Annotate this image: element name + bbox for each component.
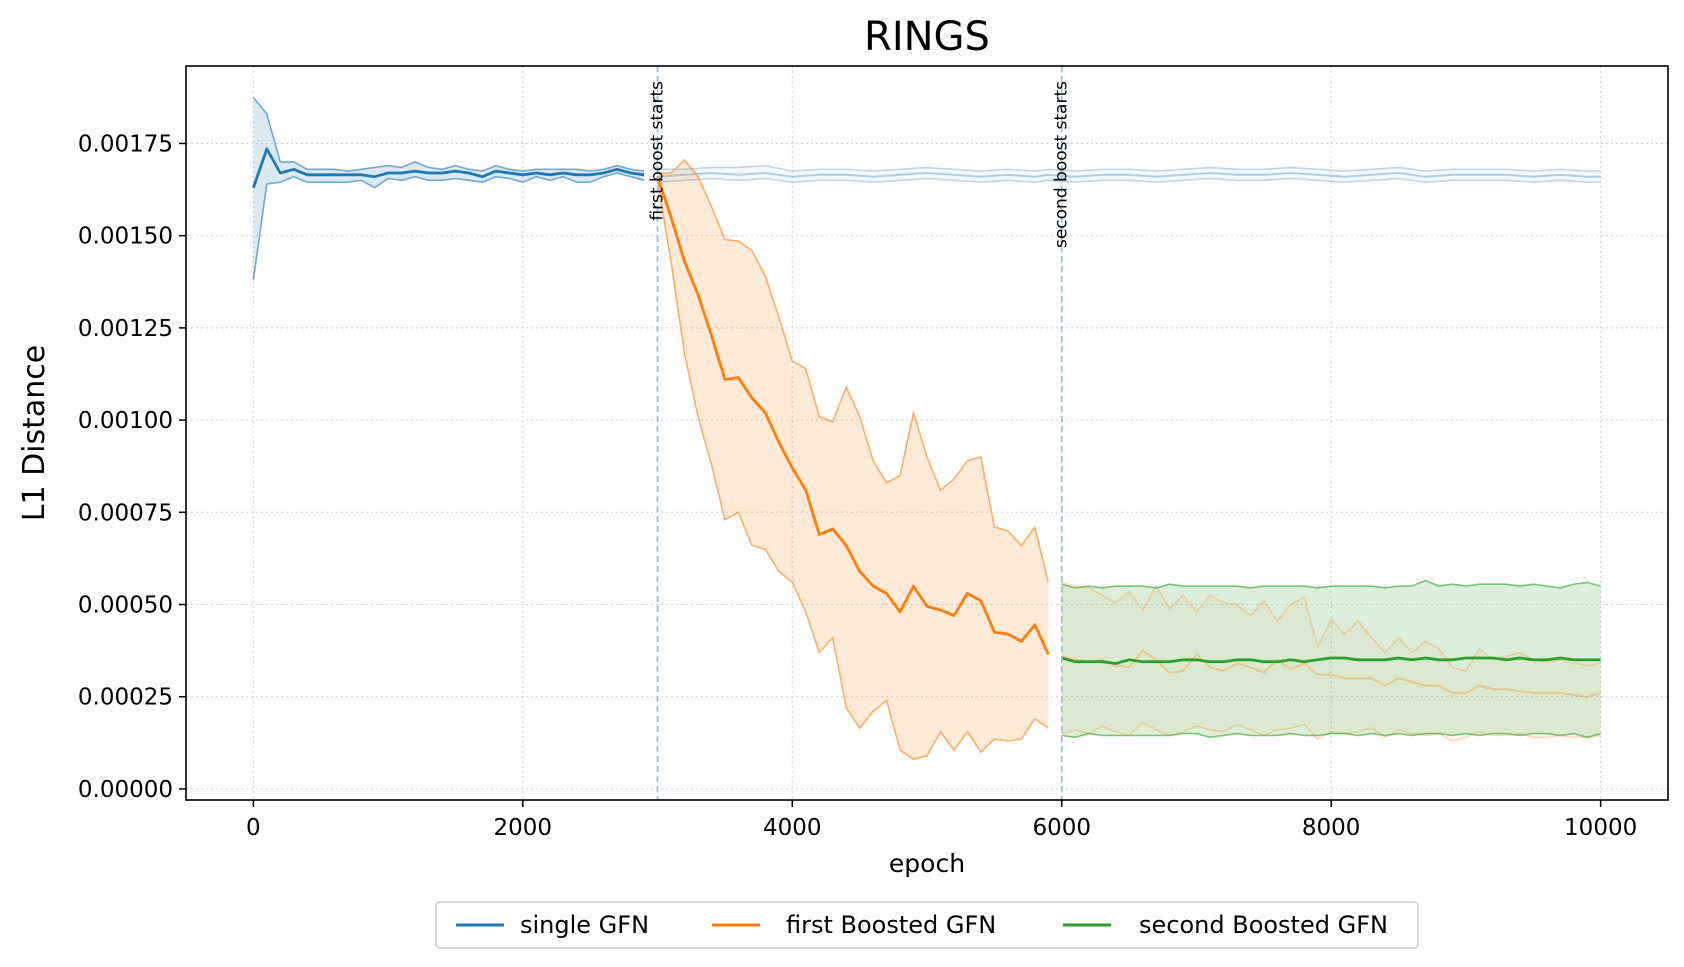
x-tick-label: 6000 [1032, 815, 1091, 841]
first-faded-band [1061, 582, 1601, 741]
annotations: first boost starts second boost starts [648, 66, 1072, 800]
single-faded-upper-line [657, 164, 1601, 172]
single-faded-lower-line [657, 177, 1601, 184]
boost-annotation-label: second boost starts [1052, 81, 1072, 248]
first-confidence-band [657, 160, 1049, 760]
y-tick-label: 0.00025 [78, 685, 173, 711]
first-faded-upper-line [1061, 581, 1601, 672]
first-lower-line [656, 180, 1049, 761]
y-tick-label: 0.00000 [78, 777, 173, 803]
y-tick-label: 0.00175 [78, 131, 173, 157]
x-tick-label: 0 [246, 815, 261, 841]
legend-label-first-boosted-gfn: first Boosted GFN [786, 911, 996, 939]
first-mean-line [656, 176, 1050, 655]
y-tick-label: 0.00075 [78, 500, 173, 526]
legend: single GFN first Boosted GFN second Boos… [435, 901, 1419, 949]
legend-label-single-gfn: single GFN [520, 911, 649, 939]
single-mean-line [252, 147, 645, 189]
series-lines [252, 96, 1601, 761]
x-tick-label: 4000 [763, 815, 822, 841]
y-axis-title: L1 Distance [17, 345, 52, 522]
y-tick-label: 0.00125 [78, 316, 173, 342]
single-faded-band [657, 165, 1601, 183]
first-faded-mean-line [1061, 649, 1601, 698]
single-upper-line [252, 96, 645, 172]
legend-frame [435, 901, 1419, 949]
y-tick-label: 0.00100 [78, 408, 173, 434]
single-confidence-band [253, 97, 645, 280]
confidence-bands [253, 97, 1601, 760]
x-axis-title: epoch [889, 849, 965, 878]
chart-title: RINGS [864, 14, 990, 60]
second-lower-line [1061, 732, 1601, 739]
y-axis-ticks: 0.00000 0.00025 0.00050 0.00075 0.00100 0.001… [78, 131, 186, 803]
y-tick-label: 0.00150 [78, 224, 173, 250]
y-tick-label: 0.00050 [78, 593, 173, 619]
plot-frame [185, 65, 1669, 801]
first-upper-line [657, 158, 1050, 583]
x-tick-label: 8000 [1302, 815, 1361, 841]
single-faded-mean-line [657, 171, 1601, 178]
legend-label-second-boosted-gfn: second Boosted GFN [1139, 911, 1388, 939]
single-lower-line [252, 172, 645, 281]
grid-layer [186, 66, 1668, 800]
boost-annotation-label: first boost starts [648, 81, 668, 221]
second-upper-line [1061, 579, 1601, 589]
x-tick-label: 10000 [1564, 815, 1637, 841]
x-tick-label: 2000 [494, 815, 553, 841]
x-axis-ticks: 0 2000 4000 6000 8000 10000 [246, 800, 1637, 841]
second-mean-line [1061, 656, 1601, 665]
